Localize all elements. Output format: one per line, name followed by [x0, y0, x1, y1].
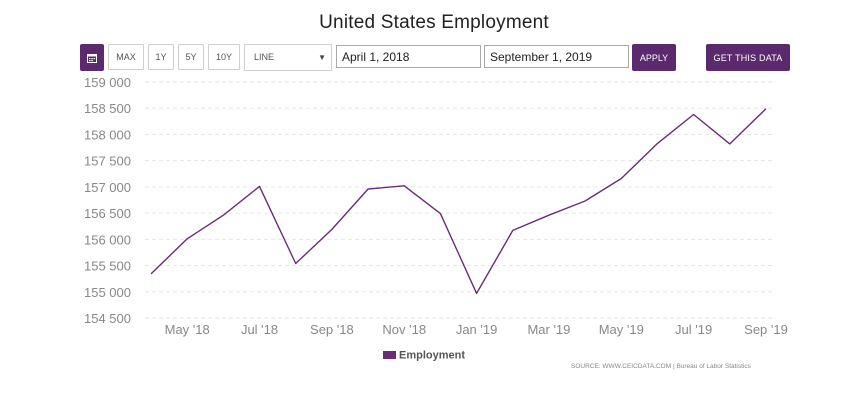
range-10y-button[interactable]: 10Y — [208, 44, 240, 70]
y-tick-label: 159 000 — [84, 75, 131, 90]
series-layer — [149, 106, 769, 296]
x-tick-label: Jul '19 — [675, 322, 712, 337]
gridlines — [145, 81, 772, 319]
data-point[interactable] — [438, 211, 443, 216]
data-point[interactable] — [402, 183, 407, 188]
range-1y-button[interactable]: 1Y — [148, 44, 174, 70]
data-point[interactable] — [257, 184, 262, 189]
legend[interactable]: Employment — [383, 350, 465, 362]
x-tick-label: Jul '18 — [241, 322, 278, 337]
calendar-icon — [87, 53, 97, 63]
data-point[interactable] — [366, 186, 371, 191]
dropdown-caret-icon: ▼ — [318, 53, 326, 62]
y-tick-label: 158 000 — [84, 127, 131, 142]
x-tick-label: Nov '18 — [382, 322, 426, 337]
end-date-input[interactable] — [484, 45, 629, 68]
y-tick-label: 156 000 — [84, 232, 131, 247]
data-point[interactable] — [221, 213, 226, 218]
legend-label-employment: Employment — [399, 350, 465, 362]
source-note: SOURCE: WWW.CEICDATA.COM | Bureau of Lab… — [571, 363, 751, 370]
chart-type-select[interactable]: LINE ▼ — [244, 44, 332, 71]
data-point[interactable] — [764, 106, 769, 111]
y-axis-labels: 154 500 155 000 155 500 156 000 156 500 157 0… — [84, 75, 131, 326]
data-point[interactable] — [619, 176, 624, 181]
y-tick-label: 157 500 — [84, 154, 131, 169]
apply-button[interactable]: APPLY — [632, 44, 676, 71]
chart-title: United States Employment — [319, 12, 549, 33]
legend-swatch — [383, 351, 396, 359]
data-point[interactable] — [691, 112, 696, 117]
x-tick-label: Sep '18 — [310, 322, 354, 337]
x-axis-labels: May '18 Jul '18 Sep '18 Nov '18 Jan '19 Mar '… — [165, 322, 788, 337]
chart-type-value: LINE — [254, 52, 275, 62]
x-tick-label: Jan '19 — [456, 322, 498, 337]
data-point[interactable] — [655, 141, 660, 146]
x-tick-label: Mar '19 — [527, 322, 570, 337]
data-point[interactable] — [727, 141, 732, 146]
data-point[interactable] — [149, 271, 154, 276]
x-tick-label: May '18 — [165, 322, 210, 337]
range-max-button[interactable]: MAX — [108, 44, 144, 70]
data-point[interactable] — [583, 199, 588, 204]
y-tick-label: 158 500 — [84, 101, 131, 116]
data-point[interactable] — [510, 228, 515, 233]
data-point[interactable] — [293, 261, 298, 266]
y-tick-label: 154 500 — [84, 311, 131, 326]
range-5y-button[interactable]: 5Y — [178, 44, 204, 70]
x-tick-label: Sep '19 — [744, 322, 788, 337]
y-tick-label: 156 500 — [84, 206, 131, 221]
calendar-button[interactable] — [80, 44, 104, 71]
y-tick-label: 155 000 — [84, 285, 131, 300]
start-date-input[interactable] — [336, 45, 481, 68]
y-tick-label: 157 000 — [84, 180, 131, 195]
series-line-employment[interactable] — [150, 108, 767, 295]
data-point[interactable] — [546, 213, 551, 218]
get-this-data-button[interactable]: GET THIS DATA — [706, 44, 790, 71]
data-point[interactable] — [329, 227, 334, 232]
y-tick-label: 155 500 — [84, 259, 131, 274]
x-tick-label: May '19 — [599, 322, 644, 337]
data-point[interactable] — [185, 236, 190, 241]
data-point[interactable] — [474, 291, 479, 296]
